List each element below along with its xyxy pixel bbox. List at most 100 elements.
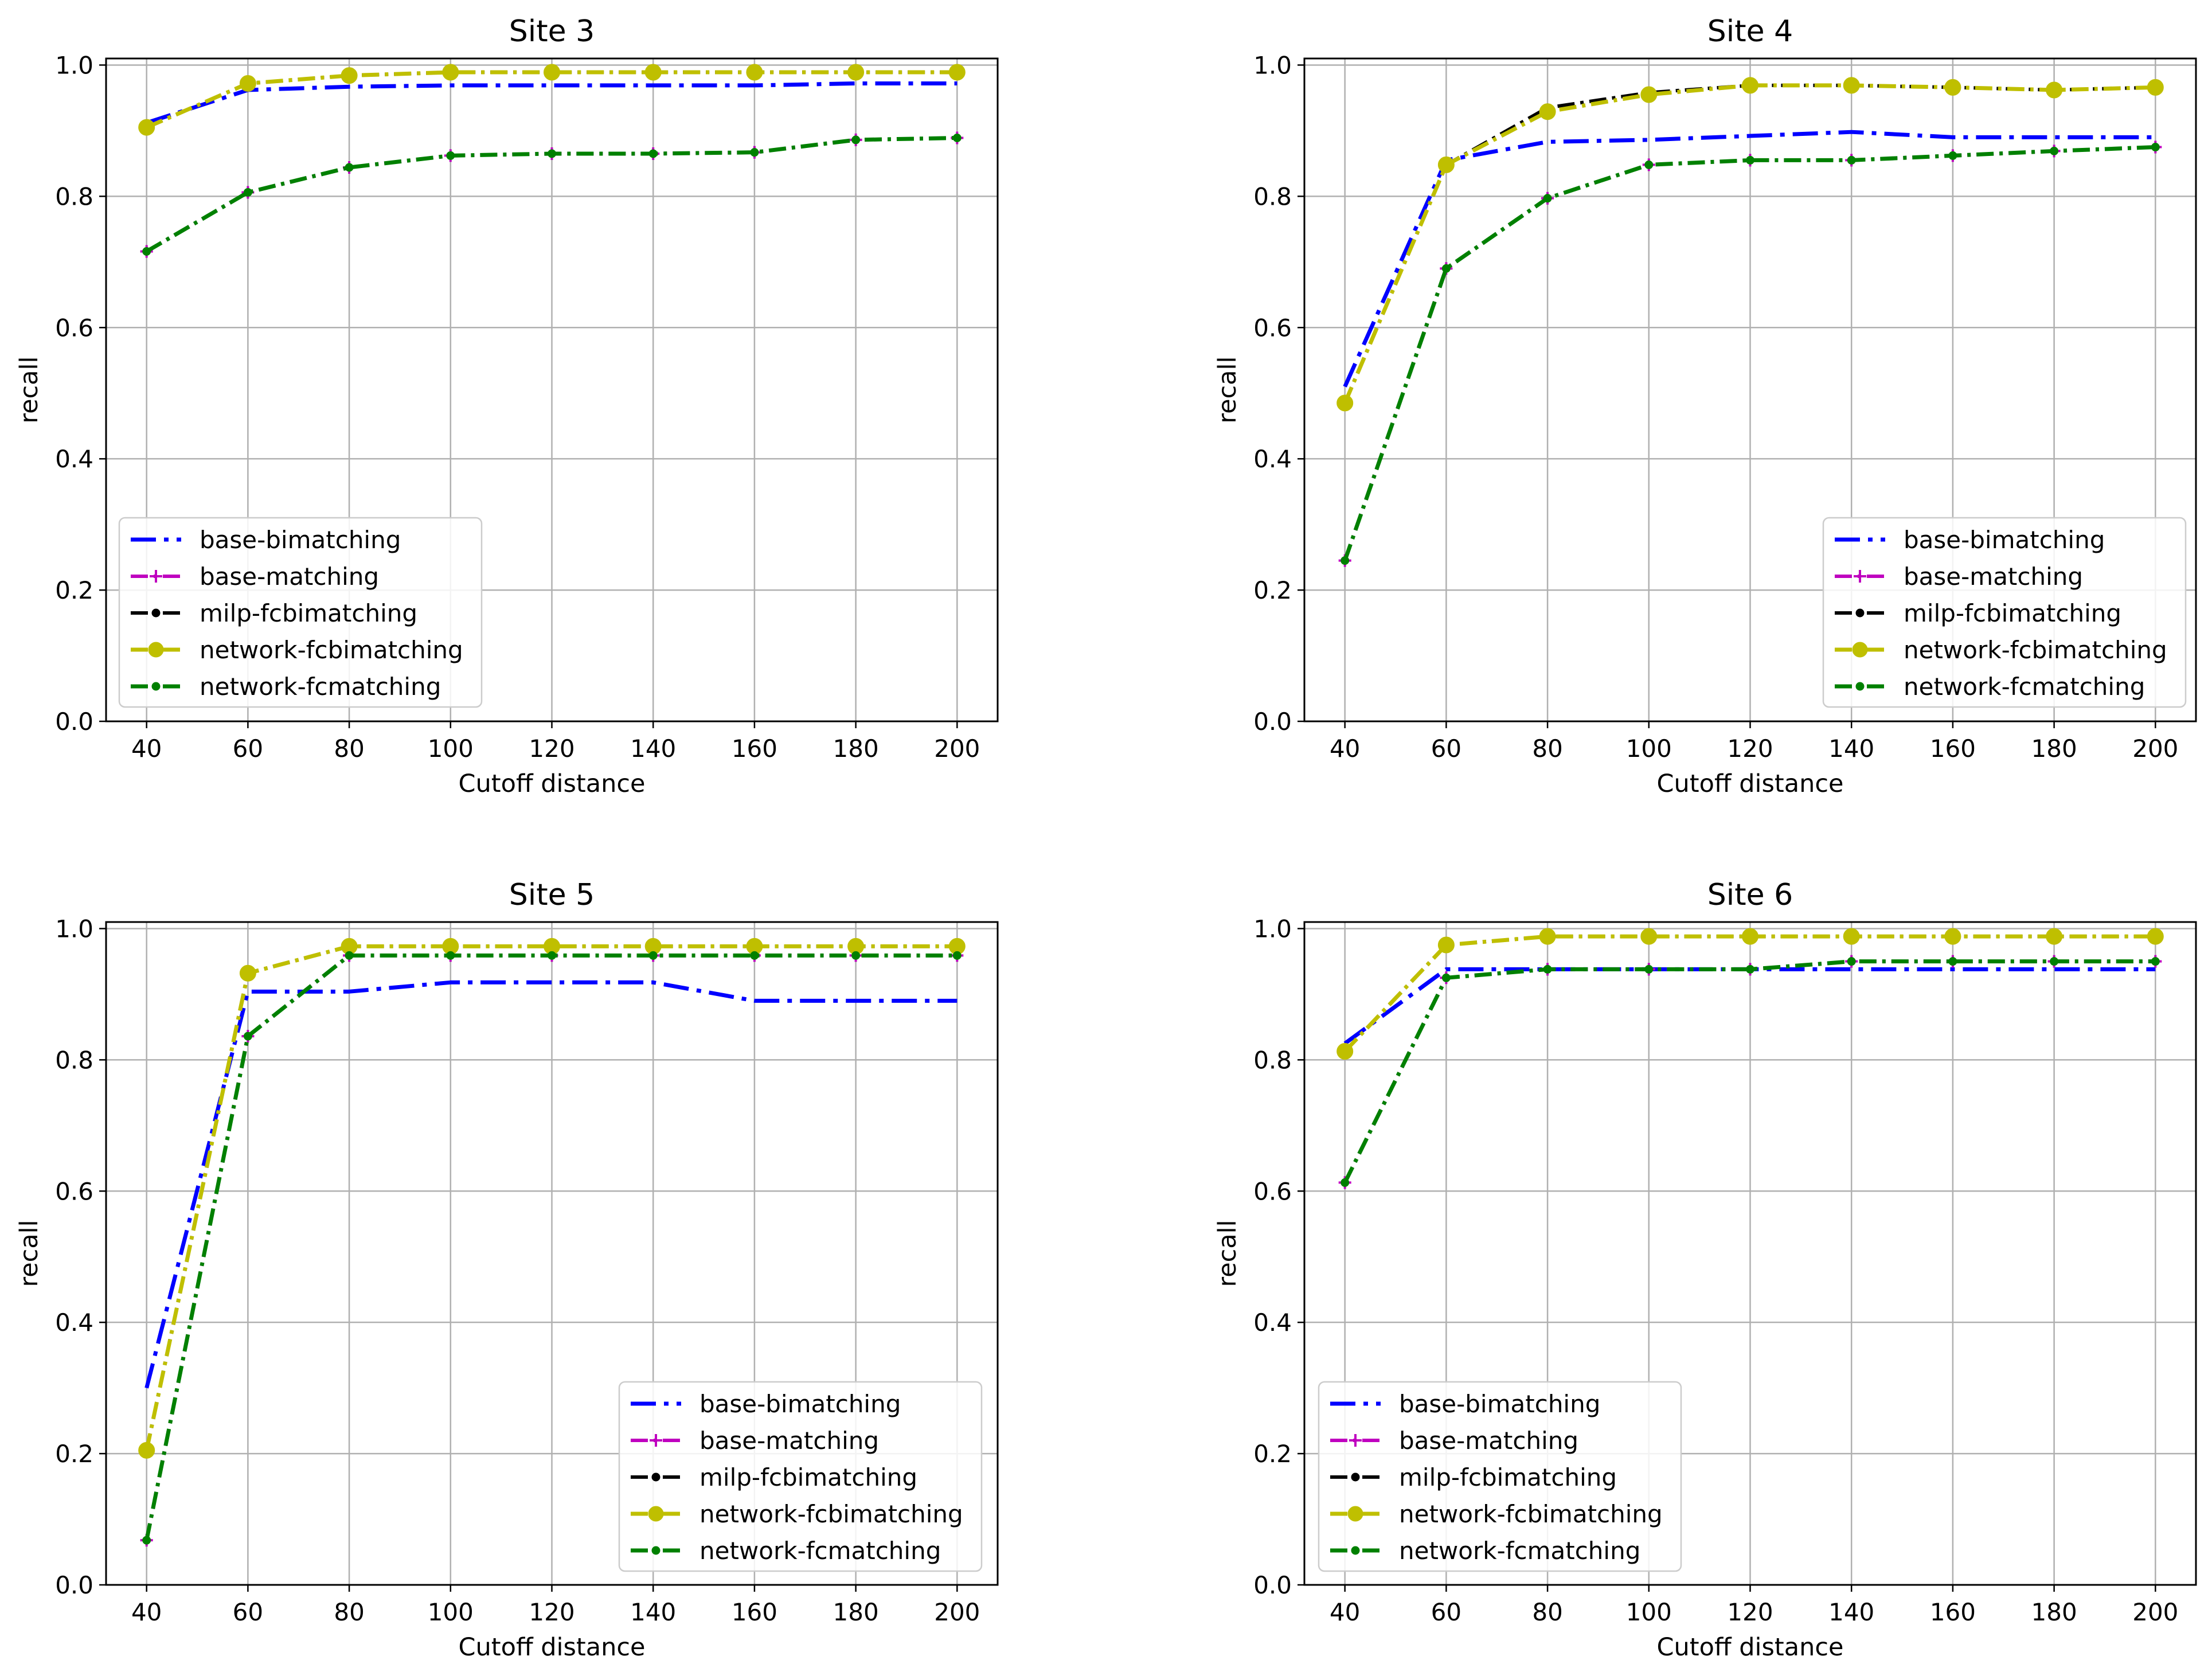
chart-panel-1: 40 60 80 100 120 140 160 180 200 0.0 0.2 0.4 0.6 0.8 1… [15, 14, 999, 798]
y-tick-label: 0.4 [55, 1308, 93, 1337]
legend-marker-milp-fcbimatching [1351, 1472, 1360, 1482]
data-point-network-fcbimatching [1944, 79, 1961, 96]
data-point-network-fcmatching [1644, 964, 1654, 974]
x-tick-label: 200 [934, 1598, 980, 1626]
x-tick-label: 60 [233, 1598, 263, 1626]
data-point-network-fcmatching [1847, 155, 1856, 165]
series-line-base-bimatching [144, 980, 958, 1389]
legend-marker-milp-fcbimatching [151, 608, 161, 618]
x-tick-label: 100 [428, 735, 474, 763]
data-point-network-fcmatching [142, 1536, 151, 1545]
y-tick-label: 0.8 [55, 182, 93, 210]
data-point-network-fcmatching [2050, 146, 2059, 155]
x-tick-label: 60 [1431, 1598, 1461, 1626]
legend-marker-network-fcmatching [1351, 1546, 1360, 1555]
y-tick-label: 0.2 [55, 576, 93, 604]
data-point-network-fcbimatching [948, 64, 966, 81]
y-tick-label: 0.4 [1253, 445, 1292, 473]
x-tick-label: 160 [732, 735, 777, 763]
data-point-network-fcbimatching [2046, 928, 2063, 945]
data-point-network-fcbimatching [1437, 156, 1455, 173]
data-point-network-fcbimatching [1742, 928, 1758, 945]
x-axis-label: Cutoff distance [1657, 1633, 1844, 1662]
data-point-network-fcmatching [952, 133, 962, 142]
y-tick-label: 0.6 [55, 314, 93, 342]
legend-box [118, 517, 483, 708]
data-point-network-fcbimatching [239, 964, 256, 982]
legend-label: base-bimatching [1904, 526, 2105, 554]
legend-label: base-bimatching [200, 526, 401, 554]
x-tick-label: 60 [1431, 735, 1461, 763]
series-line-network-fcbimatching [146, 70, 958, 130]
x-axis-label: Cutoff distance [459, 1633, 646, 1662]
legend-label: network-fcmatching [200, 673, 441, 701]
data-point-network-fcmatching [851, 135, 861, 144]
data-point-network-fcbimatching [1640, 86, 1658, 103]
x-tick-label: 160 [732, 1598, 777, 1626]
y-tick-label: 0.8 [55, 1046, 93, 1074]
y-tick-label: 1.0 [55, 915, 93, 943]
x-tick-label: 140 [630, 1598, 676, 1626]
data-point-network-fcmatching [243, 1032, 252, 1041]
data-point-network-fcmatching [750, 148, 759, 157]
y-tick-label: 0.4 [55, 445, 93, 473]
x-tick-label: 100 [428, 1598, 474, 1626]
data-point-network-fcbimatching [1944, 928, 1961, 945]
data-point-network-fcmatching [1441, 973, 1451, 982]
chart-title: Site 5 [509, 878, 595, 912]
x-tick-label: 40 [131, 735, 162, 763]
y-tick-label: 0.8 [1253, 182, 1292, 210]
legend: base-bimatching base-matching milp-fcbimat… [618, 1381, 983, 1572]
data-point-network-fcbimatching [1539, 103, 1556, 120]
legend-label: base-matching [699, 1427, 879, 1455]
data-point-network-fcbimatching [1843, 77, 1860, 94]
data-point-network-fcbimatching [1336, 394, 1354, 412]
series-line-base-bimatching [1343, 130, 2156, 388]
legend: base-bimatching base-matching milp-fcbimat… [118, 517, 483, 708]
legend-marker-milp-fcbimatching [1855, 608, 1865, 618]
data-point-network-fcbimatching [239, 75, 256, 92]
data-point-network-fcmatching [1543, 964, 1552, 974]
y-tick-label: 0.6 [1253, 1177, 1292, 1205]
legend-label: network-fcbimatching [1399, 1500, 1663, 1528]
y-tick-label: 1.0 [1253, 915, 1292, 943]
x-tick-label: 140 [1828, 1598, 1874, 1626]
data-point-network-fcbimatching [138, 1442, 155, 1459]
x-tick-label: 200 [934, 735, 980, 763]
chart-title: Site 6 [1707, 878, 1793, 912]
x-tick-label: 80 [1532, 1598, 1562, 1626]
x-tick-label: 120 [1727, 1598, 1773, 1626]
x-tick-label: 40 [1330, 1598, 1360, 1626]
data-point-network-fcmatching [142, 247, 151, 256]
data-point-network-fcmatching [2151, 143, 2160, 152]
y-axis-label: recall [15, 356, 44, 423]
y-tick-label: 0.0 [55, 708, 93, 736]
x-tick-label: 120 [529, 1598, 575, 1626]
data-point-network-fcmatching [1441, 264, 1451, 273]
x-axis-label: Cutoff distance [1657, 769, 1844, 798]
data-point-network-fcmatching [1341, 556, 1350, 565]
x-tick-label: 180 [833, 735, 879, 763]
y-tick-label: 0.2 [1253, 1440, 1292, 1468]
legend-label: base-matching [1399, 1427, 1578, 1455]
x-tick-label: 120 [1727, 735, 1773, 763]
data-point-network-fcmatching [345, 163, 354, 172]
legend-marker-network-fcmatching [1855, 682, 1865, 691]
y-tick-label: 0.8 [1253, 1046, 1292, 1074]
series-line-network-fcmatching [1343, 959, 2156, 1183]
y-axis-label: recall [15, 1220, 44, 1287]
x-tick-label: 40 [131, 1598, 162, 1626]
data-point-network-fcmatching [243, 188, 252, 197]
legend-label: network-fcbimatching [1904, 636, 2167, 664]
data-point-network-fcbimatching [1336, 1042, 1354, 1060]
data-point-network-fcmatching [1543, 194, 1552, 203]
data-point-network-fcbimatching [2147, 79, 2164, 96]
data-point-network-fcbimatching [644, 64, 662, 81]
y-tick-label: 0.2 [55, 1440, 93, 1468]
data-point-network-fcbimatching [1640, 928, 1658, 945]
series-line-network-fcmatching [1343, 145, 2156, 561]
data-point-network-fcmatching [446, 951, 455, 960]
data-point-network-fcmatching [1746, 155, 1754, 165]
legend-marker-base-matching [650, 1434, 662, 1447]
